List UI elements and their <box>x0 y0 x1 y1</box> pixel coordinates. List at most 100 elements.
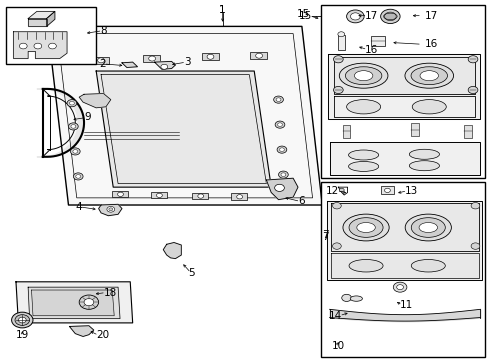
Circle shape <box>68 123 78 130</box>
Circle shape <box>198 194 203 198</box>
Circle shape <box>274 184 284 192</box>
Circle shape <box>69 102 74 105</box>
Ellipse shape <box>342 214 388 241</box>
Circle shape <box>339 188 344 192</box>
Circle shape <box>279 148 284 152</box>
Polygon shape <box>16 282 132 323</box>
Circle shape <box>70 148 80 155</box>
Circle shape <box>71 125 76 128</box>
Bar <box>92 57 109 64</box>
Polygon shape <box>79 94 111 108</box>
Bar <box>150 192 166 198</box>
Text: 10: 10 <box>331 341 345 351</box>
Bar <box>337 35 344 50</box>
Circle shape <box>384 12 395 21</box>
Bar <box>410 123 418 136</box>
Circle shape <box>34 43 41 49</box>
Circle shape <box>255 53 262 58</box>
Circle shape <box>277 146 286 153</box>
Ellipse shape <box>410 260 445 272</box>
Bar <box>201 53 218 60</box>
Ellipse shape <box>418 222 437 233</box>
Bar <box>342 125 350 138</box>
Text: 3: 3 <box>183 57 190 67</box>
Ellipse shape <box>410 67 447 85</box>
Text: 20: 20 <box>96 330 109 341</box>
Text: 9: 9 <box>84 112 90 122</box>
Ellipse shape <box>348 260 382 272</box>
Circle shape <box>84 298 94 306</box>
Ellipse shape <box>346 100 380 114</box>
Text: 14: 14 <box>328 311 341 321</box>
Text: 11: 11 <box>399 300 412 310</box>
Circle shape <box>333 56 343 63</box>
Text: 16: 16 <box>424 39 437 49</box>
Text: 13: 13 <box>404 186 417 196</box>
Ellipse shape <box>348 161 378 171</box>
Polygon shape <box>96 71 271 187</box>
Polygon shape <box>31 290 114 316</box>
Text: 6: 6 <box>297 197 304 206</box>
Bar <box>370 36 384 46</box>
Polygon shape <box>46 12 55 26</box>
Circle shape <box>107 206 115 212</box>
Polygon shape <box>28 12 55 18</box>
Text: 1: 1 <box>219 5 225 15</box>
Text: 2: 2 <box>99 59 106 69</box>
Ellipse shape <box>348 218 382 237</box>
Circle shape <box>277 123 282 126</box>
Circle shape <box>467 86 477 94</box>
Polygon shape <box>122 62 137 67</box>
Circle shape <box>341 294 351 301</box>
Ellipse shape <box>348 150 378 160</box>
Circle shape <box>48 43 56 49</box>
Polygon shape <box>266 178 297 200</box>
Circle shape <box>117 192 123 197</box>
Circle shape <box>206 54 213 59</box>
Bar <box>380 186 393 194</box>
Circle shape <box>332 203 341 209</box>
Bar <box>6 7 96 64</box>
Text: 19: 19 <box>16 330 29 341</box>
Bar <box>230 193 246 200</box>
Circle shape <box>236 195 242 199</box>
Polygon shape <box>330 253 478 278</box>
Polygon shape <box>326 201 481 280</box>
Circle shape <box>76 175 81 178</box>
Ellipse shape <box>345 67 381 85</box>
Circle shape <box>470 203 479 209</box>
Ellipse shape <box>354 71 372 81</box>
Text: 16: 16 <box>365 45 378 55</box>
Circle shape <box>332 243 341 249</box>
Bar <box>250 52 267 59</box>
Circle shape <box>67 100 77 107</box>
Bar <box>321 182 484 357</box>
Ellipse shape <box>411 100 446 114</box>
Ellipse shape <box>349 296 362 301</box>
Circle shape <box>346 10 364 23</box>
Circle shape <box>20 43 27 49</box>
Bar <box>192 193 207 199</box>
Circle shape <box>380 9 399 23</box>
Polygon shape <box>28 18 46 26</box>
Ellipse shape <box>408 149 439 159</box>
Bar <box>321 5 484 178</box>
Text: 17: 17 <box>424 11 437 21</box>
Circle shape <box>98 58 104 63</box>
Bar <box>143 55 160 62</box>
Circle shape <box>73 150 78 153</box>
Polygon shape <box>163 243 181 258</box>
Circle shape <box>156 193 162 198</box>
Circle shape <box>384 188 389 193</box>
Circle shape <box>109 208 113 211</box>
Circle shape <box>333 86 343 94</box>
Polygon shape <box>154 62 175 69</box>
Circle shape <box>470 243 479 249</box>
Text: 7: 7 <box>322 232 328 242</box>
Polygon shape <box>14 32 67 59</box>
Circle shape <box>275 121 285 128</box>
Circle shape <box>467 56 477 63</box>
Circle shape <box>276 98 281 102</box>
Polygon shape <box>334 96 474 117</box>
Polygon shape <box>327 54 479 119</box>
